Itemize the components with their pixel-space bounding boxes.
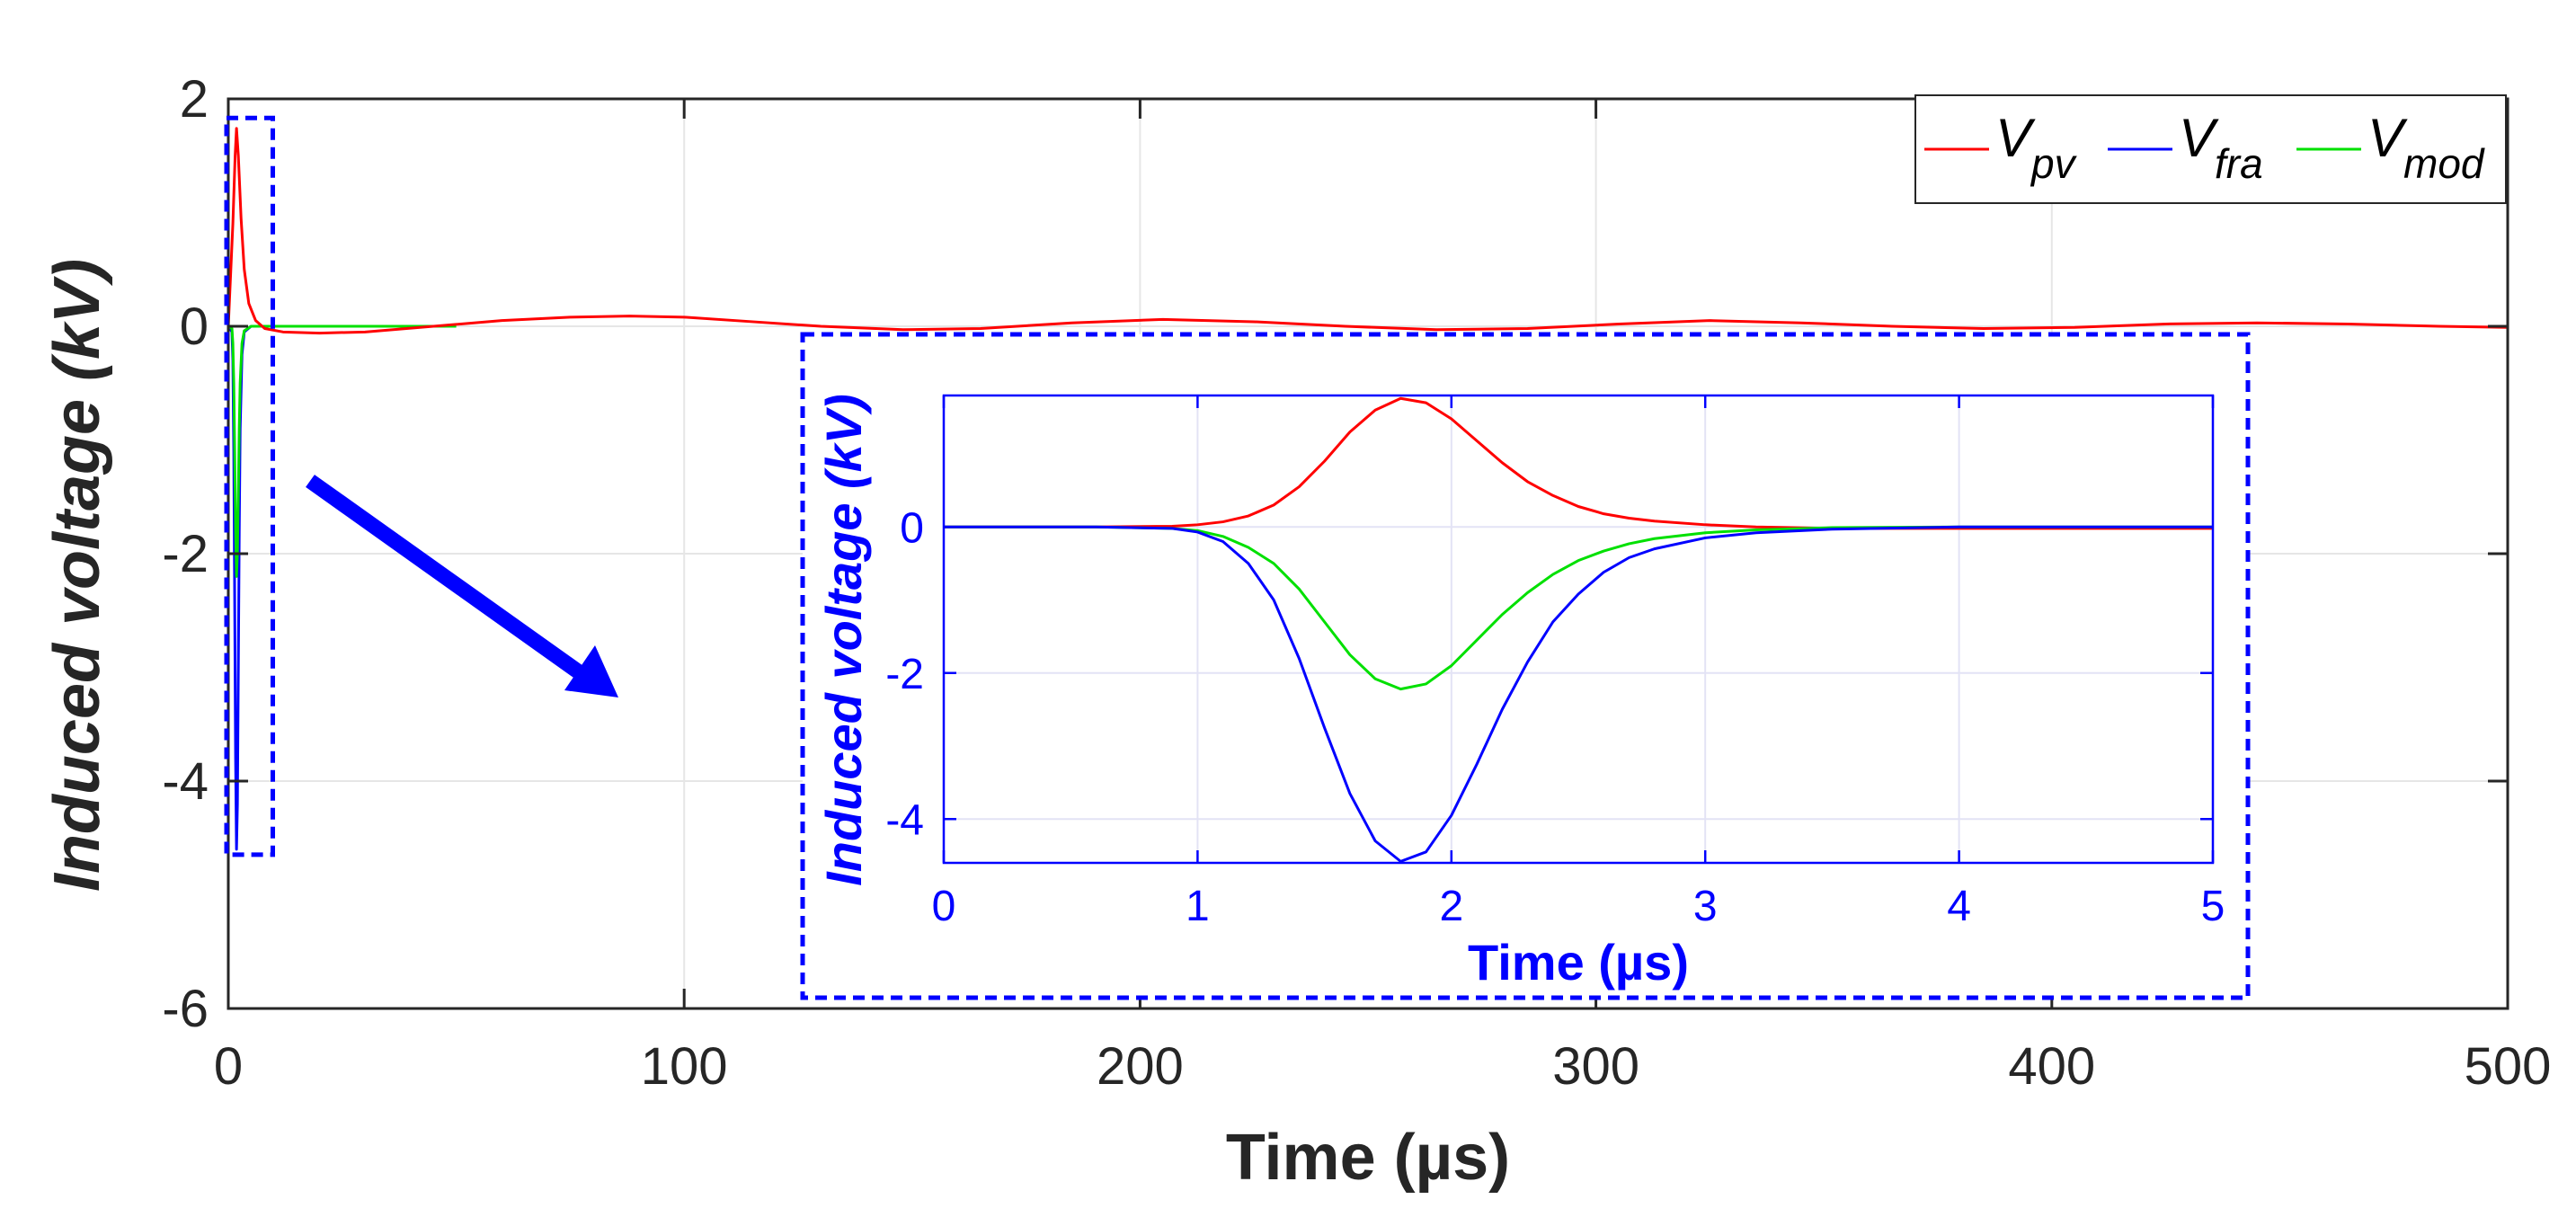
svg-text:Vmod: Vmod <box>2367 108 2485 187</box>
inset-y-tick-label-2: 0 <box>900 504 924 552</box>
zoom-region-box <box>224 115 276 857</box>
main-y-tick-label-2: -2 <box>162 525 209 583</box>
main-series-line-v-pv <box>227 127 2509 335</box>
main-x-tick-label-2: 200 <box>1097 1037 1184 1096</box>
inset-x-tick-label-2: 2 <box>1439 883 1463 930</box>
legend: Vpv Vfra Vmod <box>1914 94 2507 204</box>
inset-x-axis-title: Time (µs) <box>1468 934 1689 991</box>
inset-x-tick-label-1: 1 <box>1186 883 1210 930</box>
legend-box <box>1914 94 2507 204</box>
legend-subscript-v-pv: pv <box>2030 140 2078 187</box>
legend-label-v-mod: V <box>2367 108 2408 168</box>
inset-series-line-v-mod <box>944 525 2213 691</box>
main-y-tick-label-4: 2 <box>180 70 209 129</box>
inset-series-line-v-fra <box>944 525 2213 863</box>
inset-x-tick-label-5: 5 <box>2201 883 2225 930</box>
inset-series-lines <box>944 396 2213 863</box>
inset-x-tick-label-0: 0 <box>932 883 956 930</box>
inset-y-tick-label-1: -2 <box>885 651 924 698</box>
inset-axes-frame <box>942 394 2215 865</box>
inset-y-axis-title: Induced voltage (kV) <box>815 394 872 886</box>
main-series-line-v-mod <box>227 324 457 578</box>
legend-label-v-fra: V <box>2179 108 2219 168</box>
main-x-tick-label-3: 300 <box>1552 1037 1639 1096</box>
legend-entry-v-fra: Vfra <box>2108 108 2263 187</box>
inset-x-tick-label-3: 3 <box>1693 883 1718 930</box>
main-y-axis-title: Induced voltage (kV) <box>41 259 113 892</box>
inset-series-line-v-pv <box>944 396 2213 530</box>
legend-subscript-v-fra: fra <box>2215 140 2263 187</box>
inset-tick-marks <box>942 395 2215 863</box>
main-x-tick-label-0: 0 <box>214 1037 243 1096</box>
main-series-lines <box>227 127 2509 851</box>
inset-x-tick-labels: 0 1 2 3 4 5 <box>932 883 2225 930</box>
main-x-tick-label-5: 500 <box>2465 1037 2552 1096</box>
main-x-tick-label-1: 100 <box>641 1037 728 1096</box>
inset-y-tick-label-0: -4 <box>885 796 924 844</box>
legend-label-v-pv: V <box>1995 108 2036 168</box>
inset-x-tick-label-4: 4 <box>1947 883 1971 930</box>
main-y-tick-labels: -6 -4 -2 0 2 <box>162 70 209 1038</box>
zoom-arrow-shaft <box>306 475 589 682</box>
main-y-tick-label-1: -4 <box>162 752 209 811</box>
legend-entry-v-mod: Vmod <box>2296 108 2485 187</box>
legend-subscript-v-mod: mod <box>2403 140 2485 187</box>
svg-text:Vfra: Vfra <box>2179 108 2263 187</box>
zoom-arrow-head <box>564 645 618 697</box>
main-x-tick-labels: 0 100 200 300 400 500 <box>214 1037 2552 1096</box>
legend-entry-v-pv: Vpv <box>1924 108 2078 187</box>
inset-y-tick-labels: -4 -2 0 <box>885 504 924 844</box>
main-y-tick-label-3: 0 <box>180 298 209 356</box>
main-x-axis-title: Time (µs) <box>1226 1122 1510 1194</box>
svg-text:Vpv: Vpv <box>1995 108 2078 187</box>
main-y-tick-label-0: -6 <box>162 980 209 1038</box>
main-x-tick-label-4: 400 <box>2008 1037 2095 1096</box>
